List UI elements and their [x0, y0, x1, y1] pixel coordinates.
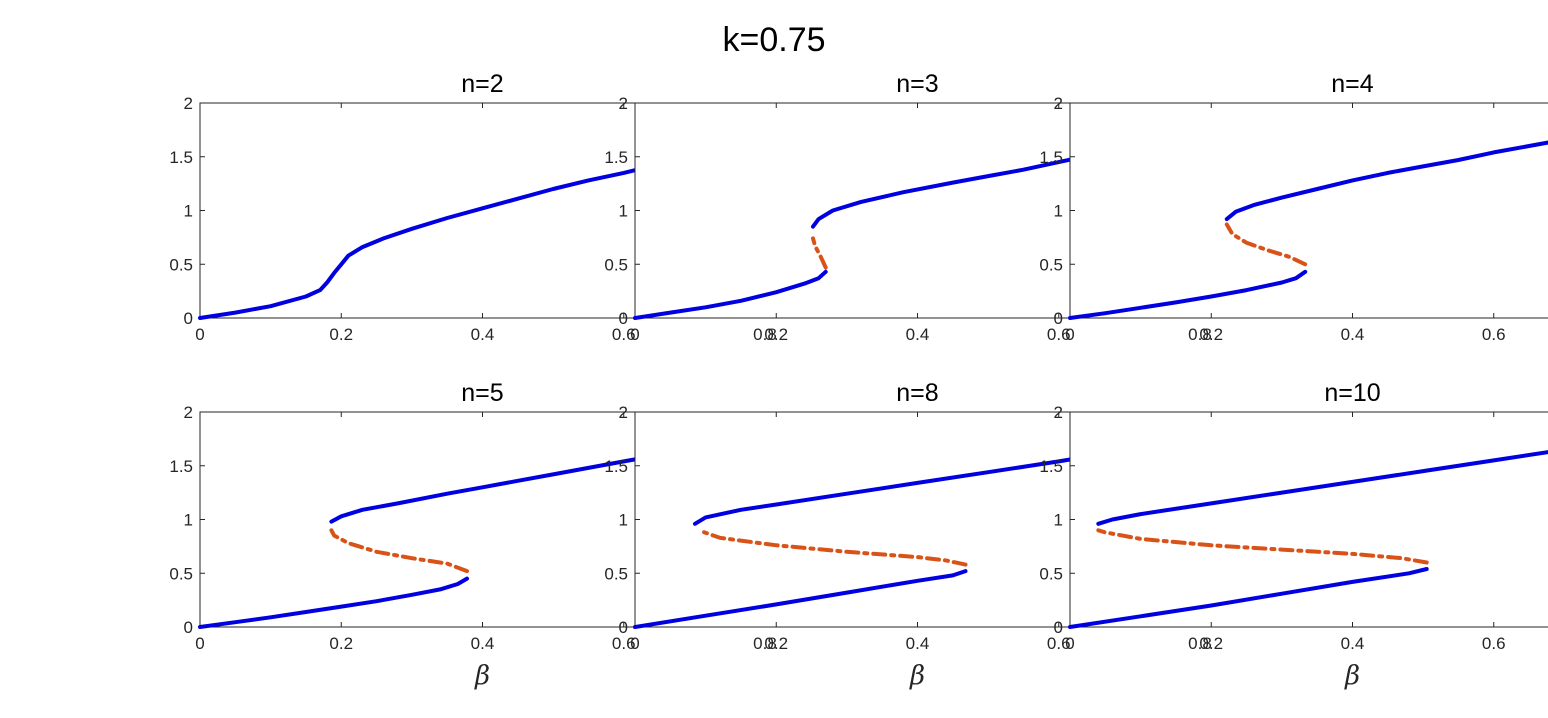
subplot-title: n=10	[1324, 379, 1380, 407]
y-tick-label: 1.5	[604, 457, 628, 476]
unstable-branch-2	[1096, 528, 1429, 565]
y-tick-label: 0.5	[604, 255, 628, 274]
y-tick-label: 1	[619, 511, 628, 530]
subplot-3: n=4 0 0.2 0.4 0.6 0.8 0 0.5 1 1.5 2	[1039, 70, 1548, 344]
y-tick-label: 0.5	[169, 564, 193, 583]
x-tick-label: 0.4	[906, 634, 930, 653]
x-tick-label: 0.6	[1482, 325, 1506, 344]
y-tick-label: 2	[619, 94, 628, 113]
x-tick-label: 0	[1065, 325, 1074, 344]
y-tick-label: 1.5	[1039, 457, 1063, 476]
x-tick-label: 0.6	[1482, 634, 1506, 653]
subplot-grid: n=2 0 0.2 0.4 0.6 0.8 0 0.5 1 1.5 2 n=3 0 0.2 0.4 0.6 0.…	[169, 70, 1548, 691]
y-tick-label: 1	[619, 202, 628, 221]
y-tick-label: 1.5	[604, 148, 628, 167]
y-tick-label: 0.5	[604, 564, 628, 583]
x-tick-label: 0.6	[1047, 325, 1071, 344]
x-tick-label: 0.4	[471, 325, 495, 344]
x-tick-label: 0.8	[753, 325, 777, 344]
stable-branch-1	[1068, 269, 1308, 320]
x-tick-label: 0.4	[1341, 325, 1365, 344]
y-tick-label: 1.5	[169, 457, 193, 476]
unstable-branch-2	[811, 236, 828, 270]
y-tick-label: 0.5	[169, 255, 193, 274]
y-tick-label: 2	[1054, 94, 1063, 113]
x-tick-label: 0	[630, 634, 639, 653]
y-tick-label: 1	[1054, 511, 1063, 530]
y-tick-label: 0.5	[1039, 255, 1063, 274]
subplot-title: n=2	[461, 70, 503, 98]
y-tick-label: 2	[619, 403, 628, 422]
stable-branch-1	[633, 569, 968, 629]
y-tick-label: 0	[1054, 618, 1063, 637]
x-tick-label: 0.8	[753, 634, 777, 653]
unstable-branch-2	[329, 528, 469, 574]
y-tick-label: 0	[619, 618, 628, 637]
subplot-6: n=10 0 0.2 0.4 0.6 0.8 0 0.5 1 1.5 2 β	[1039, 379, 1548, 691]
x-axis-label: β	[1344, 661, 1360, 691]
x-tick-label: 0.4	[906, 325, 930, 344]
x-tick-label: 0.8	[1188, 325, 1212, 344]
x-tick-label: 0.2	[764, 325, 788, 344]
y-tick-label: 0	[184, 309, 193, 328]
y-tick-label: 2	[184, 403, 193, 422]
stable-branch-3	[1224, 140, 1548, 222]
x-axis-label: β	[474, 661, 490, 691]
x-tick-label: 0.2	[329, 634, 353, 653]
y-tick-label: 0	[184, 618, 193, 637]
axes-box	[1069, 102, 1548, 319]
x-tick-label: 0	[1065, 634, 1074, 653]
x-tick-label: 0.2	[329, 325, 353, 344]
unstable-branch-2	[1224, 222, 1308, 267]
x-tick-label: 0.2	[1199, 634, 1223, 653]
x-tick-label: 0.4	[1341, 634, 1365, 653]
y-tick-label: 1.5	[169, 148, 193, 167]
axes-box	[1069, 411, 1548, 628]
y-tick-label: 0	[1054, 309, 1063, 328]
y-tick-label: 1	[184, 202, 193, 221]
y-tick-label: 2	[1054, 403, 1063, 422]
x-tick-label: 0	[195, 634, 204, 653]
subplot-title: n=4	[1331, 70, 1374, 98]
y-tick-label: 1	[1054, 202, 1063, 221]
subplot-title: n=3	[896, 70, 938, 98]
stable-branch-1	[633, 269, 828, 320]
subplot-title: n=5	[461, 379, 503, 407]
x-tick-label: 0.6	[1047, 634, 1071, 653]
y-tick-label: 0	[619, 309, 628, 328]
x-tick-label: 0	[195, 325, 204, 344]
subplot-title: n=8	[896, 379, 938, 407]
x-tick-label: 0.6	[612, 325, 636, 344]
stable-branch-1	[198, 147, 732, 320]
figure-suptitle: k=0.75	[722, 21, 825, 59]
stable-branch-3	[1096, 450, 1548, 526]
x-tick-label: 0.2	[1199, 325, 1223, 344]
x-tick-label: 0	[630, 325, 639, 344]
x-tick-label: 0.4	[471, 634, 495, 653]
x-tick-label: 0.2	[764, 634, 788, 653]
stable-branch-1	[1068, 567, 1429, 629]
stable-branch-1	[198, 576, 469, 629]
x-axis-label: β	[909, 661, 925, 691]
y-tick-label: 0.5	[1039, 564, 1063, 583]
x-tick-label: 0.8	[1188, 634, 1212, 653]
y-tick-label: 1.5	[1039, 148, 1063, 167]
x-tick-label: 0.6	[612, 634, 636, 653]
y-tick-label: 1	[184, 511, 193, 530]
y-tick-label: 2	[184, 94, 193, 113]
unstable-branch-2	[696, 528, 968, 567]
